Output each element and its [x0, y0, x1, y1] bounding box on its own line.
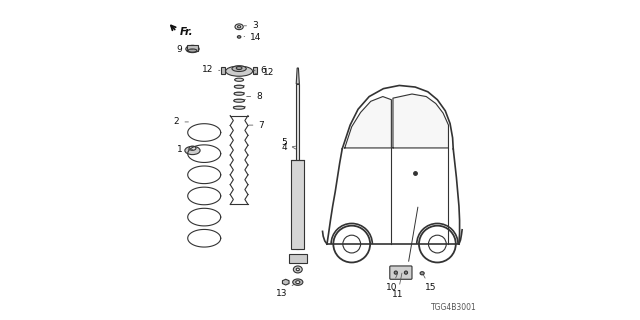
Text: 1: 1 [177, 145, 193, 154]
FancyBboxPatch shape [221, 67, 225, 74]
Ellipse shape [292, 279, 303, 285]
Ellipse shape [234, 106, 245, 109]
Text: 10: 10 [386, 274, 397, 292]
Ellipse shape [237, 26, 241, 28]
Text: 15: 15 [424, 275, 436, 292]
Text: 3: 3 [244, 21, 258, 30]
Text: 11: 11 [392, 273, 403, 299]
FancyBboxPatch shape [187, 45, 198, 51]
Ellipse shape [296, 268, 300, 271]
Text: 13: 13 [276, 284, 294, 298]
Ellipse shape [189, 146, 196, 150]
Polygon shape [282, 279, 289, 285]
Ellipse shape [234, 85, 244, 88]
Polygon shape [296, 68, 300, 84]
FancyBboxPatch shape [289, 253, 307, 263]
Polygon shape [393, 94, 449, 148]
Text: 5: 5 [281, 138, 296, 149]
Ellipse shape [234, 92, 244, 95]
Ellipse shape [232, 66, 246, 71]
Ellipse shape [296, 281, 300, 284]
Ellipse shape [404, 271, 408, 274]
Text: 9: 9 [176, 45, 193, 54]
Ellipse shape [420, 272, 424, 275]
Text: 14: 14 [244, 33, 262, 42]
Ellipse shape [188, 49, 197, 52]
FancyBboxPatch shape [253, 67, 257, 74]
Text: TGG4B3001: TGG4B3001 [431, 303, 477, 312]
Text: 12: 12 [202, 65, 220, 74]
Text: 7: 7 [249, 121, 264, 130]
Ellipse shape [226, 66, 253, 76]
Text: Fr.: Fr. [179, 27, 193, 37]
Text: 8: 8 [246, 92, 262, 101]
Ellipse shape [235, 24, 243, 30]
FancyBboxPatch shape [390, 266, 412, 279]
Ellipse shape [186, 45, 199, 52]
Polygon shape [345, 97, 392, 148]
Text: 4: 4 [282, 143, 296, 152]
Ellipse shape [235, 78, 244, 81]
Text: 2: 2 [174, 117, 188, 126]
Ellipse shape [185, 146, 200, 155]
FancyBboxPatch shape [291, 160, 304, 249]
Text: 6: 6 [252, 66, 266, 75]
FancyBboxPatch shape [296, 84, 300, 249]
Ellipse shape [236, 67, 242, 69]
Ellipse shape [237, 36, 241, 38]
Ellipse shape [234, 99, 244, 102]
Text: 12: 12 [255, 68, 275, 77]
Ellipse shape [394, 271, 397, 274]
Ellipse shape [293, 266, 302, 273]
